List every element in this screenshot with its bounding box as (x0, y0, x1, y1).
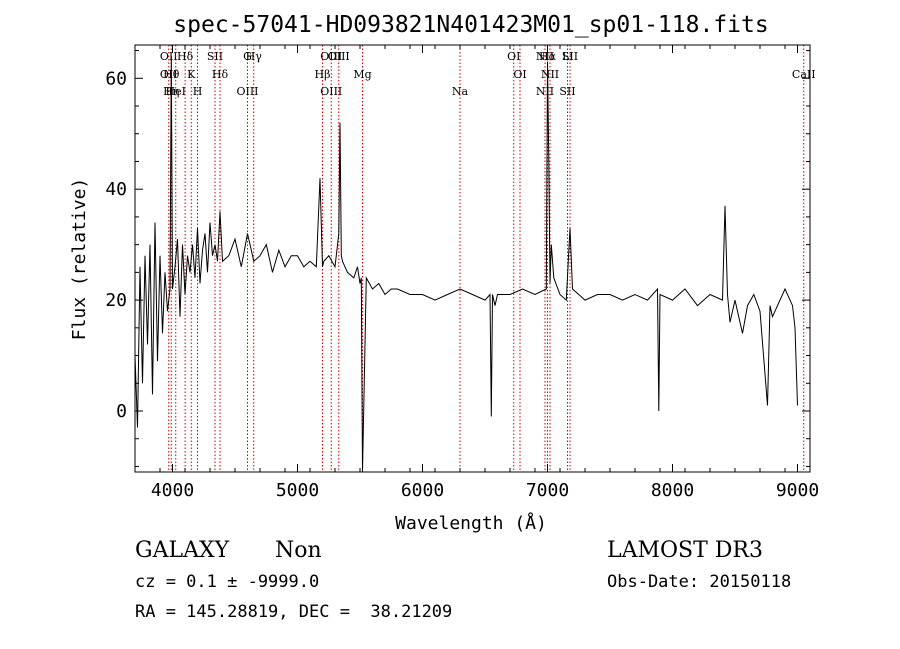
spectrum-line (134, 56, 798, 473)
line-label: Li (562, 50, 573, 63)
chart-title: spec-57041-HD093821N401423M01_sp01-118.f… (173, 12, 768, 38)
x-tick-label: 5000 (276, 480, 319, 501)
line-label: OIII (320, 50, 342, 63)
line-label: CaII (792, 68, 816, 81)
line-label: Hβ (315, 68, 331, 81)
line-label: Na (452, 85, 469, 98)
y-axis-label: Flux (relative) (69, 178, 90, 341)
line-label: OIII (236, 85, 258, 98)
line-label: Hγ (246, 50, 263, 63)
observation-date: Obs-Date: 20150118 (607, 572, 792, 592)
x-axis-label: Wavelength (Å) (395, 512, 547, 534)
spectrum-plot: spec-57041-HD093821N401423M01_sp01-118.f… (69, 12, 819, 534)
object-subclass: Non (275, 538, 322, 563)
line-label: OII (160, 50, 178, 63)
line-label: Mg (353, 68, 371, 81)
x-tick-label: 4000 (151, 480, 194, 501)
y-tick-label: 20 (105, 290, 127, 311)
y-tick-label: 60 (105, 68, 127, 89)
line-label: OIII (320, 85, 342, 98)
line-label: OI (513, 68, 526, 81)
line-label: SII (562, 50, 578, 63)
line-label: HeI (166, 85, 186, 98)
y-tick-label: 0 (116, 401, 127, 422)
line-label: NII (541, 68, 559, 81)
line-label: NII (536, 85, 554, 98)
line-label: Hδ (212, 68, 229, 81)
line-label: G (243, 50, 252, 63)
line-label: K (187, 68, 196, 81)
line-label: OI (507, 50, 520, 63)
emission-line-markers: OIIOIIHθHηHeIHδKHSIIHδOIIIGHγHβOIIIOIIIO… (160, 45, 816, 472)
redshift-cz: cz = 0.1 ± -9999.0 (135, 572, 320, 592)
spectrum-series (134, 56, 798, 473)
ra-dec: RA = 145.28819, DEC = 38.21209 (135, 602, 453, 622)
line-label: Hα (539, 50, 557, 63)
survey-name: LAMOST DR3 (607, 538, 763, 563)
line-label: SII (559, 85, 575, 98)
line-label: SII (207, 50, 223, 63)
x-tick-label: 8000 (651, 480, 694, 501)
axis-ticks: 4000 5000 6000 7000 8000 9000 0 20 40 60 (105, 45, 819, 501)
x-tick-label: 9000 (776, 480, 819, 501)
line-label: H (193, 85, 203, 98)
line-label: OII (160, 68, 178, 81)
line-label: Hδ (177, 50, 194, 63)
object-class: GALAXY (135, 538, 230, 563)
y-tick-label: 40 (105, 179, 127, 200)
line-label: OIII (328, 50, 350, 63)
x-tick-label: 6000 (401, 480, 444, 501)
x-tick-label: 7000 (526, 480, 569, 501)
plot-frame (134, 44, 811, 473)
